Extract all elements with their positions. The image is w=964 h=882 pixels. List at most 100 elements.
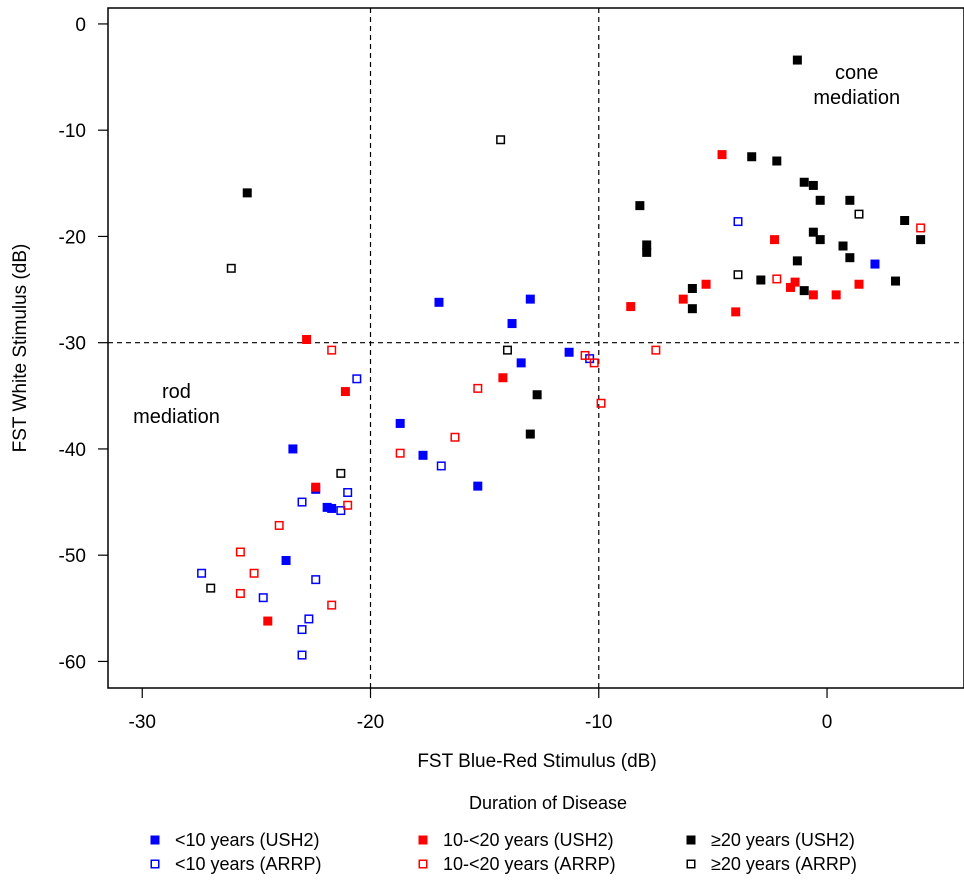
data-point	[235, 588, 245, 598]
data-point	[792, 55, 802, 65]
data-point	[756, 275, 766, 285]
data-point	[450, 432, 460, 442]
data-point	[263, 616, 273, 626]
data-point	[297, 650, 307, 660]
data-points	[197, 55, 926, 660]
data-point	[635, 201, 645, 211]
data-point	[327, 600, 337, 610]
data-point	[516, 358, 526, 368]
legend-label: ≥20 years (USH2)	[711, 830, 855, 850]
data-point	[870, 259, 880, 269]
data-point	[845, 253, 855, 263]
data-point	[302, 335, 312, 344]
data-point	[507, 319, 517, 329]
reference-lines	[108, 8, 964, 688]
data-point	[242, 188, 252, 198]
annotation-line: cone	[835, 62, 878, 84]
data-point	[418, 450, 428, 460]
data-point	[916, 235, 926, 245]
data-point	[206, 583, 216, 593]
data-point	[916, 223, 926, 233]
data-point	[642, 240, 652, 250]
data-point	[815, 235, 825, 245]
data-point	[473, 481, 483, 491]
data-point	[336, 468, 346, 478]
x-axis-ticks: -30 -20 -10 0	[129, 688, 833, 733]
x-tick-label: -30	[129, 712, 156, 733]
data-point	[311, 482, 321, 492]
data-point	[197, 568, 207, 578]
y-tick-label: -60	[59, 652, 86, 673]
legend-label: <10 years (USH2)	[175, 830, 320, 850]
data-point	[525, 294, 535, 304]
legend-marker	[686, 835, 696, 845]
data-point	[808, 290, 818, 300]
data-point	[854, 209, 864, 219]
data-point	[436, 461, 446, 471]
x-tick-label: 0	[822, 712, 833, 733]
data-point	[799, 286, 809, 296]
data-point	[311, 575, 321, 585]
data-point	[651, 345, 661, 355]
data-point	[281, 556, 291, 565]
legend: <10 years (USH2) 10-<20 years (USH2) ≥20 y…	[150, 830, 857, 874]
data-point	[900, 216, 910, 225]
data-point	[589, 358, 599, 368]
data-point	[395, 418, 405, 428]
data-point	[352, 374, 362, 384]
y-tick-label: -50	[59, 546, 86, 567]
data-point	[297, 625, 307, 635]
data-point	[891, 276, 901, 286]
data-point	[854, 279, 864, 289]
data-point	[808, 227, 818, 237]
legend-marker	[418, 835, 428, 845]
data-point	[226, 263, 236, 273]
x-tick-label: -10	[585, 712, 612, 733]
data-point	[687, 284, 697, 293]
y-axis-title: FST White Stimulus (dB)	[10, 244, 31, 453]
legend-title: Duration of Disease	[469, 793, 627, 813]
data-point	[304, 614, 314, 624]
data-point	[790, 277, 800, 287]
data-point	[258, 593, 268, 603]
plot-frame	[107, 7, 964, 689]
data-point	[731, 307, 741, 317]
data-point	[502, 345, 512, 355]
data-point	[336, 506, 346, 516]
annotation-text: rod mediation	[133, 381, 220, 428]
legend-label: 10-<20 years (USH2)	[443, 830, 614, 850]
annotations: cone mediation rod mediation	[133, 62, 900, 428]
y-axis-ticks: 0 -10 -20 -30 -40 -50 -60	[59, 15, 108, 673]
data-point	[845, 195, 855, 205]
data-point	[496, 135, 506, 145]
data-point	[525, 429, 535, 439]
legend-label: 10-<20 years (ARRP)	[443, 854, 616, 874]
annotation-line: mediation	[813, 87, 900, 109]
y-tick-label: -10	[59, 121, 86, 142]
data-point	[772, 156, 782, 166]
data-point	[297, 497, 307, 507]
data-point	[687, 304, 697, 314]
legend-marker	[150, 859, 160, 869]
data-point	[733, 270, 743, 280]
data-point	[792, 256, 802, 266]
data-point	[327, 345, 337, 355]
data-point	[343, 500, 353, 510]
legend-marker	[418, 859, 428, 869]
data-point	[343, 488, 353, 497]
data-point	[772, 274, 782, 284]
annotation-line: mediation	[133, 406, 220, 428]
data-point	[249, 568, 259, 578]
data-point	[701, 279, 711, 289]
legend-label: <10 years (ARRP)	[175, 854, 322, 874]
data-point	[498, 373, 508, 383]
data-point	[838, 241, 848, 251]
annotation-text: cone mediation	[813, 62, 900, 109]
data-point	[580, 350, 590, 360]
y-tick-label: -40	[59, 440, 86, 461]
data-point	[642, 247, 652, 257]
data-point	[327, 503, 337, 513]
data-point	[808, 180, 818, 190]
data-point	[733, 217, 743, 227]
